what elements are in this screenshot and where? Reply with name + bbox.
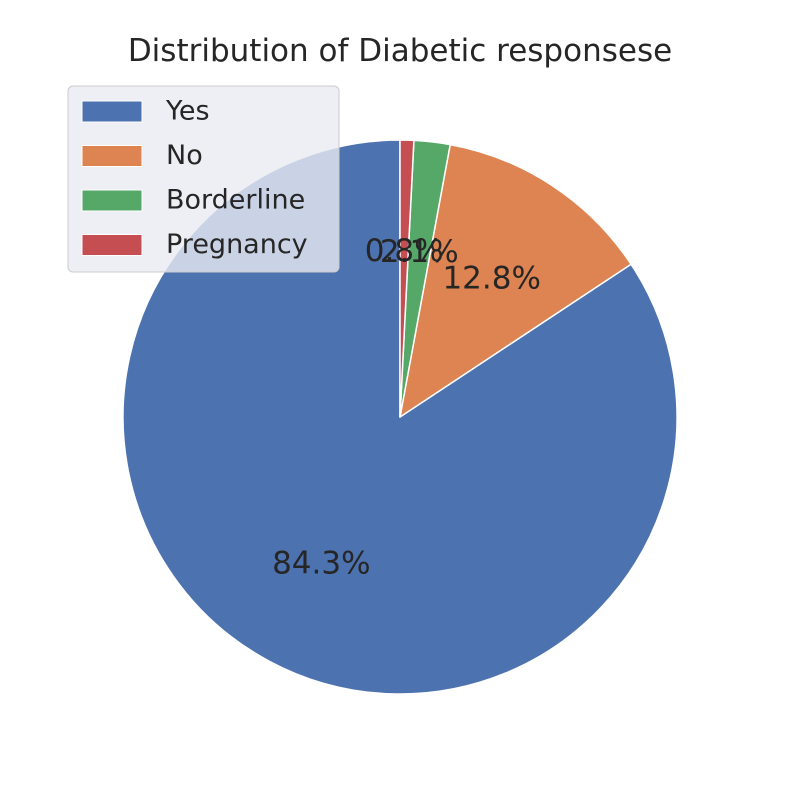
percent-label-no: 12.8% [442,260,540,296]
percent-label-yes: 84.3% [272,545,370,581]
chart-title: Distribution of Diabetic responsese [128,33,672,69]
percent-label-pregnancy: 0.8% [365,233,444,269]
legend-swatch-pregnancy [81,234,143,256]
legend-swatch-no [81,145,143,167]
pie-slice-pregnancy [399,139,415,418]
legend-swatch-yes [81,100,143,123]
legend-label-no: No [166,140,203,171]
percent-label-borderline: 2.1% [380,234,459,270]
legend-label-yes: Yes [165,96,210,127]
pie-slices [122,139,678,695]
legend-label-pregnancy: Pregnancy [166,229,308,260]
legend-box [67,85,340,273]
legend: Yes No Borderline Pregnancy [67,85,340,273]
legend-swatch-borderline [81,189,143,212]
percent-labels: 84.3% 12.8%2.1%0.8% [272,233,541,582]
legend-items: Yes No Borderline Pregnancy [81,96,308,260]
pie-slice-no [399,143,632,418]
legend-label-borderline: Borderline [166,185,305,216]
